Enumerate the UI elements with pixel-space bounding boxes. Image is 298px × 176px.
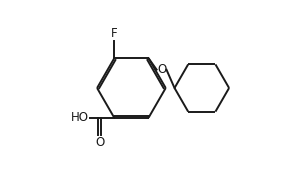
Text: O: O: [157, 63, 166, 76]
Text: O: O: [95, 136, 104, 149]
Text: HO: HO: [71, 111, 89, 124]
Text: F: F: [111, 27, 117, 40]
